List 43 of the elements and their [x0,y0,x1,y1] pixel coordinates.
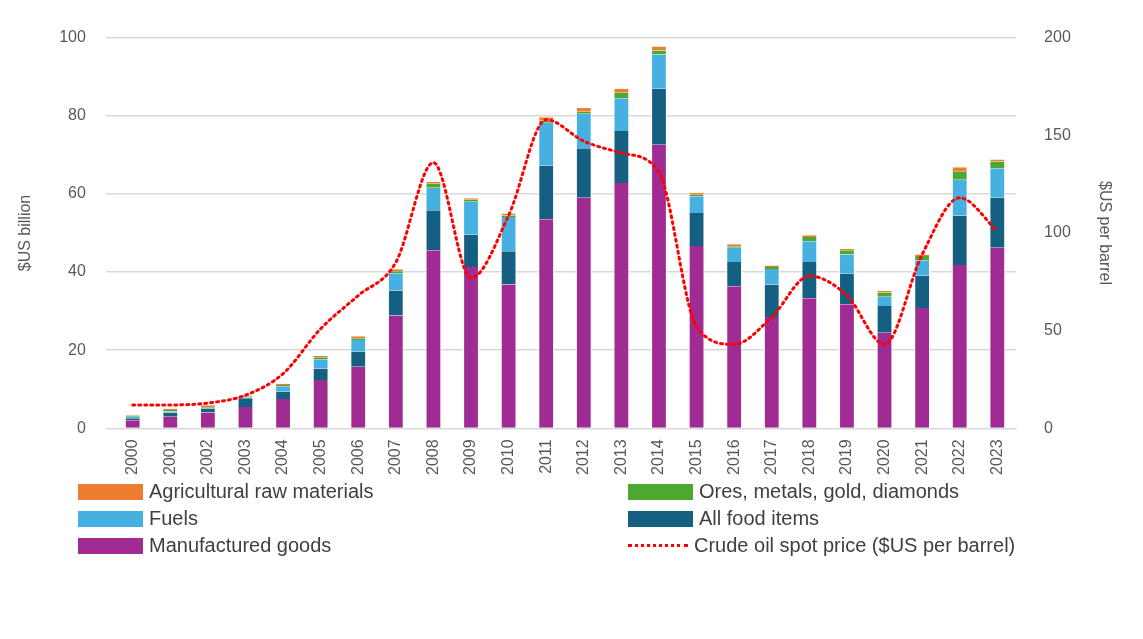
x-tick-label: 2002 [198,439,216,475]
y-tick-label: 80 [68,106,86,124]
x-tick-label: 2015 [686,439,704,475]
y-tick-label: 20 [68,340,86,358]
x-tick-label: 2014 [649,439,667,475]
y2-axis-title: $US per barrel [1096,180,1114,286]
legend-label: Agricultural raw materials [149,480,374,503]
x-tick-label: 2018 [799,439,817,475]
x-tick-label: 2021 [912,439,930,475]
x-tick-label: 2016 [724,439,742,475]
x-tick-label: 2007 [386,439,404,475]
x-tick-label: 2001 [160,439,178,475]
x-tick-label: 2003 [235,439,253,475]
y2-tick-label: 0 [1044,418,1054,436]
legend-label: Crude oil spot price ($US per barrel) [694,534,1016,557]
x-tick-label: 2008 [423,439,441,475]
y2-tick-label: 200 [1044,28,1071,46]
x-tick-label: 2000 [123,439,141,475]
x-tick-label: 2013 [611,439,629,475]
x-tick-label: 2005 [311,439,329,475]
y2-tick-label: 100 [1044,223,1071,241]
y-tick-label: 40 [68,262,86,280]
y2-tick-label: 150 [1044,125,1071,143]
legend-label: All food items [699,507,820,530]
legend-label: Ores, metals, gold, diamonds [699,480,960,503]
x-tick-label: 2023 [987,439,1005,475]
x-tick-label: 2010 [499,439,517,475]
x-tick-label: 2017 [762,439,780,475]
x-tick-label: 2020 [874,439,892,475]
legend-label: Fuels [149,507,198,530]
x-tick-label: 2004 [273,439,291,475]
y-tick-label: 100 [59,28,86,46]
x-tick-label: 2022 [950,439,968,475]
y-tick-label: 60 [68,184,86,202]
legend-label: Manufactured goods [149,534,332,557]
x-tick-label: 2006 [348,439,366,475]
x-tick-label: 2011 [536,439,554,474]
x-tick-label: 2009 [461,439,479,475]
x-tick-label: 2012 [574,439,592,475]
y-tick-label: 0 [76,418,86,436]
y-axis-title: $US billion [16,194,34,272]
y2-tick-label: 50 [1044,321,1062,339]
x-tick-label: 2019 [837,439,855,475]
